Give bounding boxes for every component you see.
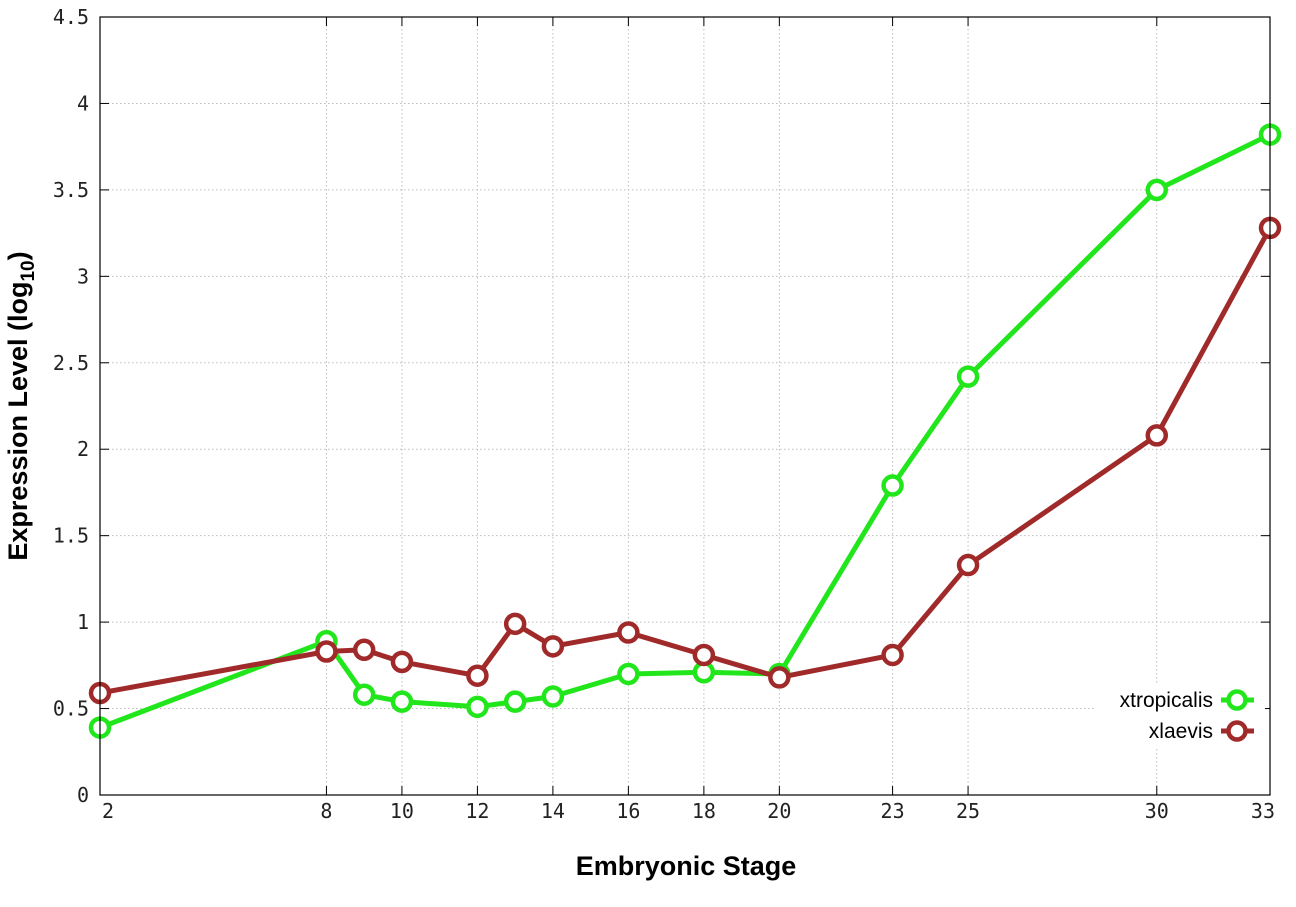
x-tick-label-12: 12 [465, 799, 489, 823]
y-tick-label-4: 4 [77, 91, 89, 115]
data-point-xlaevis-18 [692, 643, 716, 667]
y-tick-label-1-5: 1.5 [53, 524, 89, 548]
legend: xtropicalis xlaevis [1095, 683, 1265, 747]
x-tick-label-33: 33 [1251, 799, 1275, 823]
x-tick-label-14: 14 [541, 799, 565, 823]
series-xtropicalis [88, 123, 1282, 739]
x-tick-label-25: 25 [956, 799, 980, 823]
y-tick-label-2: 2 [77, 437, 89, 461]
y-tick-label-2-5: 2.5 [53, 351, 89, 375]
y-tick-label-0: 0 [77, 783, 89, 807]
y-tick-labels: 0 0.5 1 1.5 2 2.5 3 3.5 4 4.5 [53, 5, 89, 807]
data-point-xlaevis-12 [466, 664, 489, 687]
series-line-xtropicalis [99, 132, 1272, 730]
data-point-xlaevis-14 [541, 635, 565, 658]
y-axis-title-main: Expression Level (log [3, 282, 33, 561]
data-point-xtropicalis-25 [956, 365, 980, 388]
series-line-xlaevis [99, 226, 1273, 696]
y-tick-label-3-5: 3.5 [53, 178, 89, 202]
legend-entry-xlaevis: xlaevis [1149, 720, 1254, 743]
data-point-xtropicalis-9 [352, 683, 376, 706]
data-point-xtropicalis-14 [541, 685, 565, 708]
series-xlaevis [88, 216, 1282, 705]
y-axis-title-close: ) [3, 251, 33, 260]
data-point-xlaevis-8 [315, 640, 338, 663]
data-point-xtropicalis-30 [1145, 178, 1169, 202]
data-point-xtropicalis-13 [503, 690, 527, 713]
x-tick-labels: 2 8 10 12 14 16 18 20 23 25 30 33 [102, 799, 1275, 823]
x-tick-label-16: 16 [616, 799, 640, 823]
data-point-xtropicalis-10 [390, 690, 414, 713]
legend-label-xlaevis: xlaevis [1149, 720, 1213, 743]
y-tick-label-4-5: 4.5 [53, 5, 89, 29]
data-point-xlaevis-9 [352, 638, 376, 662]
grid-lines [99, 16, 1271, 796]
legend-swatch-marker-xtropicalis [1226, 689, 1248, 711]
data-point-xtropicalis-12 [466, 695, 489, 719]
data-point-xlaevis-25 [956, 553, 980, 577]
y-tick-label-3: 3 [77, 264, 89, 288]
x-tick-label-10: 10 [390, 799, 414, 823]
x-tick-label-8: 8 [320, 799, 332, 823]
data-point-xtropicalis-23 [881, 474, 904, 497]
legend-entry-xtropicalis: xtropicalis [1120, 689, 1254, 712]
series-layer [88, 123, 1282, 739]
data-point-xlaevis-16 [617, 621, 640, 644]
y-axis-title: Expression Level (log10) [3, 251, 39, 560]
y-tick-label-0-5: 0.5 [53, 697, 89, 721]
legend-swatch-marker-xlaevis [1226, 720, 1248, 742]
y-axis-title-subscript: 10 [18, 260, 39, 281]
data-point-xlaevis-13 [503, 612, 527, 636]
data-point-xlaevis-10 [390, 650, 414, 674]
x-tick-label-2: 2 [102, 799, 114, 823]
x-tick-label-18: 18 [692, 799, 716, 823]
data-point-xlaevis-23 [881, 643, 904, 667]
x-axis-title: Embryonic Stage [576, 851, 797, 881]
plot-frame [99, 16, 1271, 796]
legend-label-xtropicalis: xtropicalis [1120, 689, 1213, 712]
data-point-xlaevis-30 [1145, 424, 1169, 447]
data-point-xtropicalis-16 [617, 662, 640, 686]
x-tick-label-20: 20 [767, 799, 791, 823]
x-tick-label-23: 23 [881, 799, 905, 823]
y-tick-label-1: 1 [77, 610, 89, 634]
data-point-xlaevis-20 [768, 666, 791, 689]
x-tick-label-30: 30 [1145, 799, 1169, 823]
axis-ticks [99, 16, 1271, 796]
